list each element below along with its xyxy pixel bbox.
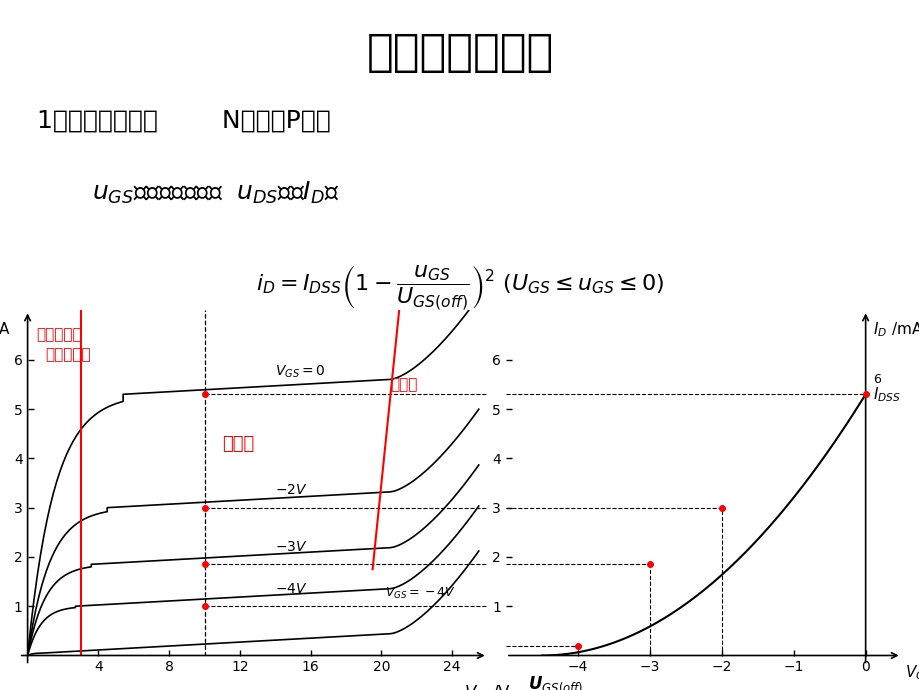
Text: $u_{GS}$控制沟道电阻，  $u_{DS}$形成$I_D$。: $u_{GS}$控制沟道电阻， $u_{DS}$形成$I_D$。 [92, 180, 339, 206]
Text: $-4V$: $-4V$ [275, 582, 308, 596]
Text: $I_D$ /mA: $I_D$ /mA [0, 320, 10, 339]
Text: 6: 6 [872, 373, 879, 386]
Text: $V_{GS}$/V: $V_{GS}$/V [904, 663, 919, 682]
Text: $-2V$: $-2V$ [275, 484, 308, 497]
Text: $V_{GS}=-4V$: $V_{GS}=-4V$ [384, 586, 456, 601]
Text: 可变电阻区: 可变电阻区 [45, 347, 91, 362]
X-axis label: $V_{DS}$/V: $V_{DS}$/V [463, 683, 511, 690]
Text: $\boldsymbol{U}_{GS(off)}$: $\boldsymbol{U}_{GS(off)}$ [527, 675, 583, 690]
Text: 可变电阵区: 可变电阵区 [37, 328, 82, 343]
Text: $V_{GS}=0$: $V_{GS}=0$ [275, 364, 325, 380]
Text: $-3V$: $-3V$ [275, 540, 308, 554]
Text: $I_D$ /mA: $I_D$ /mA [872, 320, 919, 339]
Text: 恒流区: 恒流区 [222, 435, 255, 453]
Text: 1、结型场效应管        N沟道、P沟道: 1、结型场效应管 N沟道、P沟道 [37, 108, 330, 132]
Text: $i_D = I_{DSS}\left(1 - \dfrac{u_{GS}}{U_{GS(off)}}\right)^2\ (U_{GS} \leq u_{GS: $i_D = I_{DSS}\left(1 - \dfrac{u_{GS}}{U… [255, 264, 664, 313]
Text: 击穿区: 击穿区 [390, 377, 417, 392]
Text: $I_{DSS}$: $I_{DSS}$ [872, 385, 900, 404]
Text: 上节课内容提要: 上节课内容提要 [366, 31, 553, 74]
